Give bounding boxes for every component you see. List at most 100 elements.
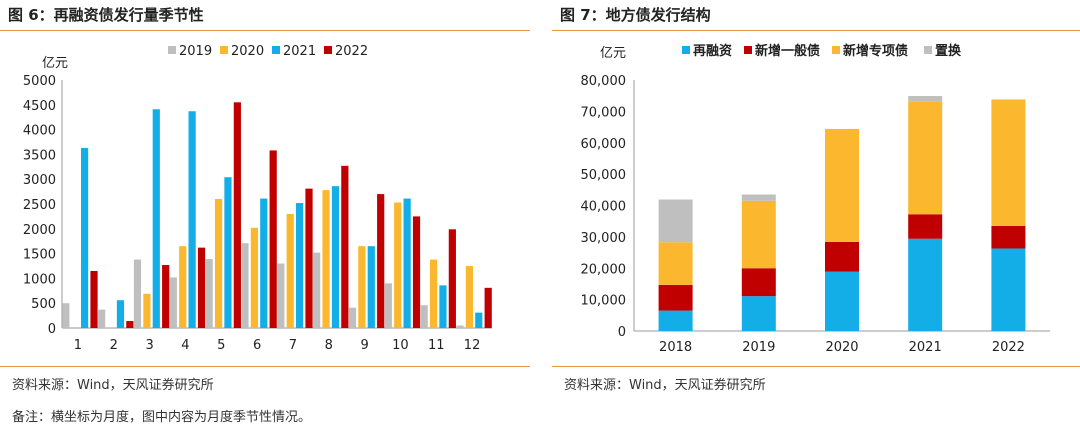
y-tick-label: 4000 [23,124,56,139]
bar-2019-month-11 [420,305,428,328]
bar-新增一般债-2019 [741,268,776,297]
bar-2022-month-9 [377,194,385,328]
bar-2021-month-6 [260,198,268,328]
legend-swatch-再融资 [682,46,690,54]
x-tick-label: 12 [464,338,481,353]
legend-label-2019: 2019 [179,44,212,59]
bar-2021-month-9 [367,246,375,328]
legend-label-2020: 2020 [231,44,264,59]
bar-2022-month-5 [233,102,241,328]
bar-再融资-2022 [991,248,1026,331]
y-tick-label: 500 [31,297,56,312]
x-tick-label: 1 [74,338,82,353]
x-tick-label: 2022 [992,340,1025,355]
figure-7-top-rule [552,30,1080,31]
bar-2019-month-5 [205,259,213,328]
y-axis-unit: 亿元 [600,46,626,61]
legend-label-2022: 2022 [335,44,368,59]
bar-新增一般债-2020 [825,241,859,272]
legend-label-2021: 2021 [283,44,316,59]
bar-2019-month-9 [348,307,357,328]
bar-2020-month-9 [358,246,366,328]
bar-2022-month-12 [484,287,492,328]
bar-2020-month-7 [286,213,294,328]
x-tick-label: 2019 [742,340,775,355]
bar-2021-month-11 [439,285,447,328]
y-tick-label: 0 [48,322,56,337]
x-tick-label: 11 [428,338,445,353]
bar-再融资-2020 [825,271,859,331]
y-tick-label: 10,000 [581,294,627,309]
bar-2019-month-7 [277,263,285,328]
x-tick-label: 3 [145,338,153,353]
legend-label-新增专项债: 新增专项债 [843,43,908,59]
figure-7-panel: 图 7：地方债发行结构 亿元 0 10,000 20,000 30,000 40,000 5… [552,0,1080,400]
bar-2022-month-2 [126,321,134,328]
y-tick-label: 50,000 [581,168,627,183]
bar-新增一般债-2018 [658,284,693,311]
bar-新增专项债-2021 [908,101,943,215]
bar-置换-2019 [741,194,776,201]
bar-新增一般债-2022 [991,225,1026,249]
legend-swatch-新增专项债 [832,46,840,54]
bar-2021-month-3 [152,109,160,328]
legend-label-再融资: 再融资 [693,43,732,59]
figure-7-bottom-rule [552,366,1080,367]
bar-2021-month-8 [331,186,340,328]
bar-2020-month-8 [322,190,330,328]
bar-2020-month-12 [465,266,473,328]
figure-6-bottom-rule [0,366,530,367]
x-tick-label: 9 [360,338,368,353]
y-tick-label: 5000 [23,74,56,89]
bar-2020-month-5 [214,199,223,328]
y-tick-label: 30,000 [581,231,627,246]
y-axis-unit: 亿元 [42,56,68,71]
y-tick-label: 3500 [23,148,56,163]
bar-2022-month-6 [269,150,277,328]
x-tick-label: 6 [253,338,261,353]
legend-swatch-置换 [924,46,932,54]
figure-7-source: 资料来源：Wind，天风证券研究所 [564,378,766,393]
y-tick-label: 2500 [23,198,56,213]
figure-7-chart: 亿元 0 10,000 20,000 30,000 40,000 50,000 60,000 7… [581,43,1050,355]
x-tick-label: 2018 [659,340,692,355]
x-tick-label: 7 [289,338,297,353]
x-tick-label: 8 [325,338,333,353]
bar-新增专项债-2022 [991,99,1026,226]
figure-6-chart: 亿元 0 500 1000 1500 2000 2500 3000 3500 4000 4500 50… [23,44,492,353]
legend-label-置换: 置换 [935,43,962,59]
bar-2019-month-10 [384,283,392,328]
y-tick-label: 0 [618,325,626,340]
bar-2019-month-1 [62,303,70,328]
bar-新增一般债-2021 [908,214,943,239]
bar-2019-month-8 [313,252,321,328]
bar-2022-month-3 [162,265,170,328]
bar-2020-month-11 [429,259,438,328]
bar-2021-month-12 [475,312,483,328]
x-tick-label: 5 [217,338,225,353]
y-tick-label: 3000 [23,173,56,188]
bar-再融资-2018 [658,310,693,331]
bar-2020-month-10 [394,202,402,328]
bar-2022-month-4 [197,247,206,328]
x-tick-label: 2021 [909,340,942,355]
bar-2021-month-4 [188,111,196,328]
bar-2020-month-6 [250,227,258,328]
bar-置换-2021 [908,96,943,102]
bar-2021-month-10 [403,198,411,328]
figure-6-note: 备注：横坐标为月度，图中内容为月度季节性情况。 [12,410,312,425]
bar-2019-month-2 [98,309,106,328]
bar-2019-month-6 [241,243,249,328]
legend-swatch-2021 [272,46,280,54]
figure-6-source: 资料来源：Wind，天风证券研究所 [12,378,214,393]
y-tick-label: 80,000 [581,74,627,89]
y-tick-label: 2000 [23,223,56,238]
y-tick-label: 70,000 [581,105,627,120]
bar-新增专项债-2018 [658,242,693,285]
bar-2021-month-7 [296,203,304,328]
figure-7-title: 图 7：地方债发行结构 [560,6,711,24]
x-tick-label: 2 [110,338,118,353]
bar-再融资-2019 [741,296,776,331]
bar-2021-month-1 [81,147,89,328]
bar-2022-month-11 [448,229,456,328]
